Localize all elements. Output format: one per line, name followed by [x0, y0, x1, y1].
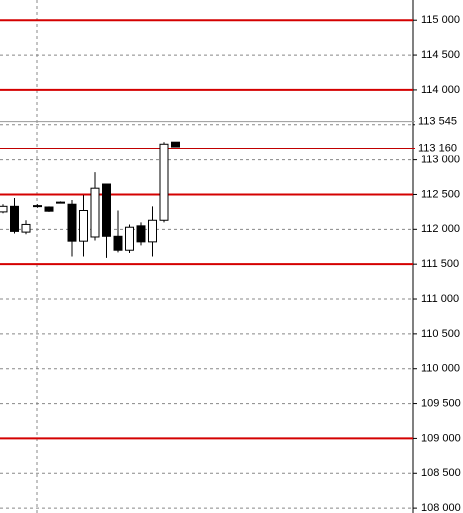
- y-tick-label: 114 500: [421, 49, 460, 61]
- candle-body: [56, 201, 65, 204]
- y-tick-label: 111 000: [421, 293, 459, 305]
- candle-body: [148, 219, 157, 243]
- y-tick-label: 115 000: [421, 14, 460, 26]
- candle-body: [10, 205, 19, 232]
- price-marker-box: [415, 114, 463, 129]
- price-marker-box: [415, 141, 463, 156]
- candle-body: [136, 225, 146, 243]
- price-marker-label: 113 160: [418, 142, 457, 154]
- y-tick-label: 112 000: [421, 223, 460, 235]
- candle-body: [0, 205, 8, 213]
- candle-body: [171, 141, 180, 148]
- y-tick-label: 110 500: [421, 328, 460, 340]
- candle-body: [79, 209, 88, 242]
- y-tick-label: 110 000: [421, 363, 460, 375]
- y-tick-label: 112 500: [421, 188, 460, 200]
- y-tick-label: 108 000: [421, 502, 461, 513]
- candle-body: [33, 205, 42, 208]
- candle-body: [113, 235, 123, 251]
- candle-body: [159, 143, 169, 221]
- candle-body: [67, 203, 77, 242]
- y-tick-label: 111 500: [421, 258, 459, 270]
- y-tick-label: 108 500: [421, 467, 461, 479]
- y-tick-label: 113 000: [421, 154, 460, 166]
- candle-body: [21, 223, 31, 233]
- y-tick-label: 114 000: [421, 84, 460, 96]
- y-tick-label: 109 000: [421, 432, 461, 444]
- candle-body: [102, 183, 111, 237]
- price-marker-label: 113 545: [418, 116, 457, 128]
- candle-body: [125, 226, 134, 251]
- candle-body: [90, 187, 100, 238]
- y-tick-label: 109 500: [421, 397, 461, 409]
- candle-body: [44, 206, 54, 212]
